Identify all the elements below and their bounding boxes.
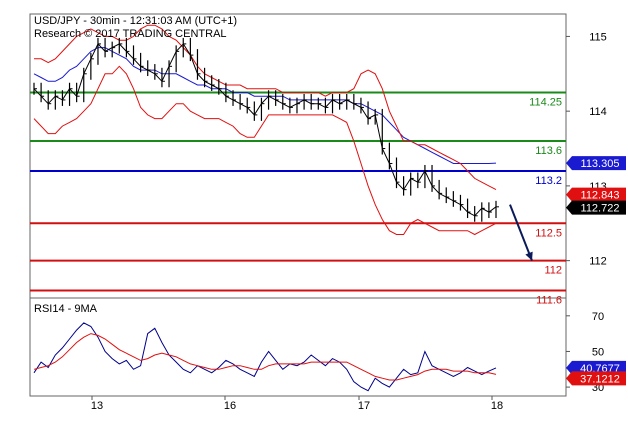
forecast-arrow — [509, 204, 533, 261]
rsi-panel-frame — [29, 297, 567, 397]
rsi-line — [33, 322, 497, 392]
rsi-y-tick-label: 70 — [592, 311, 604, 323]
price-tag-label: 112.722 — [581, 203, 620, 215]
price-bars — [33, 37, 499, 222]
horizontal-levels: 114.25 113.6 113.2 112.5 112 111.6 — [30, 91, 566, 307]
price-y-tick-label: 115 — [589, 31, 607, 43]
rsi-series-group — [33, 322, 497, 392]
price-tag-box — [566, 187, 626, 202]
price-y-tick-label: 114 — [589, 106, 607, 118]
rsi-panel-title: RSI14 - 9MA — [34, 303, 98, 315]
bollinger-lower-line — [33, 65, 497, 236]
price-series-group — [33, 24, 497, 236]
rsi-tag-label: 37.1212 — [580, 373, 620, 385]
price-tag-label: 113.305 — [581, 158, 620, 170]
price-y-tick-label: 112 — [589, 256, 607, 268]
moving-average-line — [33, 47, 497, 164]
x-axis: 13 16 17 18 — [91, 396, 503, 412]
chart-subtitle: Research © 2017 TRADING CENTRAL — [34, 28, 227, 40]
price-tag-box — [566, 156, 626, 171]
level-label: 114.25 — [529, 96, 562, 108]
level-label: 111.6 — [536, 295, 562, 307]
x-tick-label: 13 — [91, 400, 103, 412]
rsi-tag-box — [566, 371, 626, 386]
level-label: 113.6 — [535, 145, 562, 157]
rsi-y-tick-label: 50 — [592, 346, 604, 358]
rsi-moving-average-line — [33, 333, 497, 381]
x-tick-label: 16 — [224, 400, 236, 412]
x-tick-label: 17 — [358, 400, 370, 412]
price-close-line — [33, 43, 497, 217]
level-label: 112 — [544, 265, 562, 277]
x-tick-label: 18 — [491, 400, 503, 412]
forecast-arrow-shaft — [509, 204, 533, 261]
level-label: 113.2 — [535, 175, 562, 187]
price-tag-label: 112.843 — [581, 190, 620, 202]
price-tag-box — [566, 200, 626, 215]
price-panel-frame — [29, 13, 567, 299]
bollinger-upper-line — [34, 24, 497, 191]
forecast-arrow-head — [525, 251, 533, 261]
level-label: 112.5 — [535, 227, 562, 239]
chart-title: USD/JPY - 30min - 12:31:03 AM (UTC+1) — [34, 15, 237, 27]
